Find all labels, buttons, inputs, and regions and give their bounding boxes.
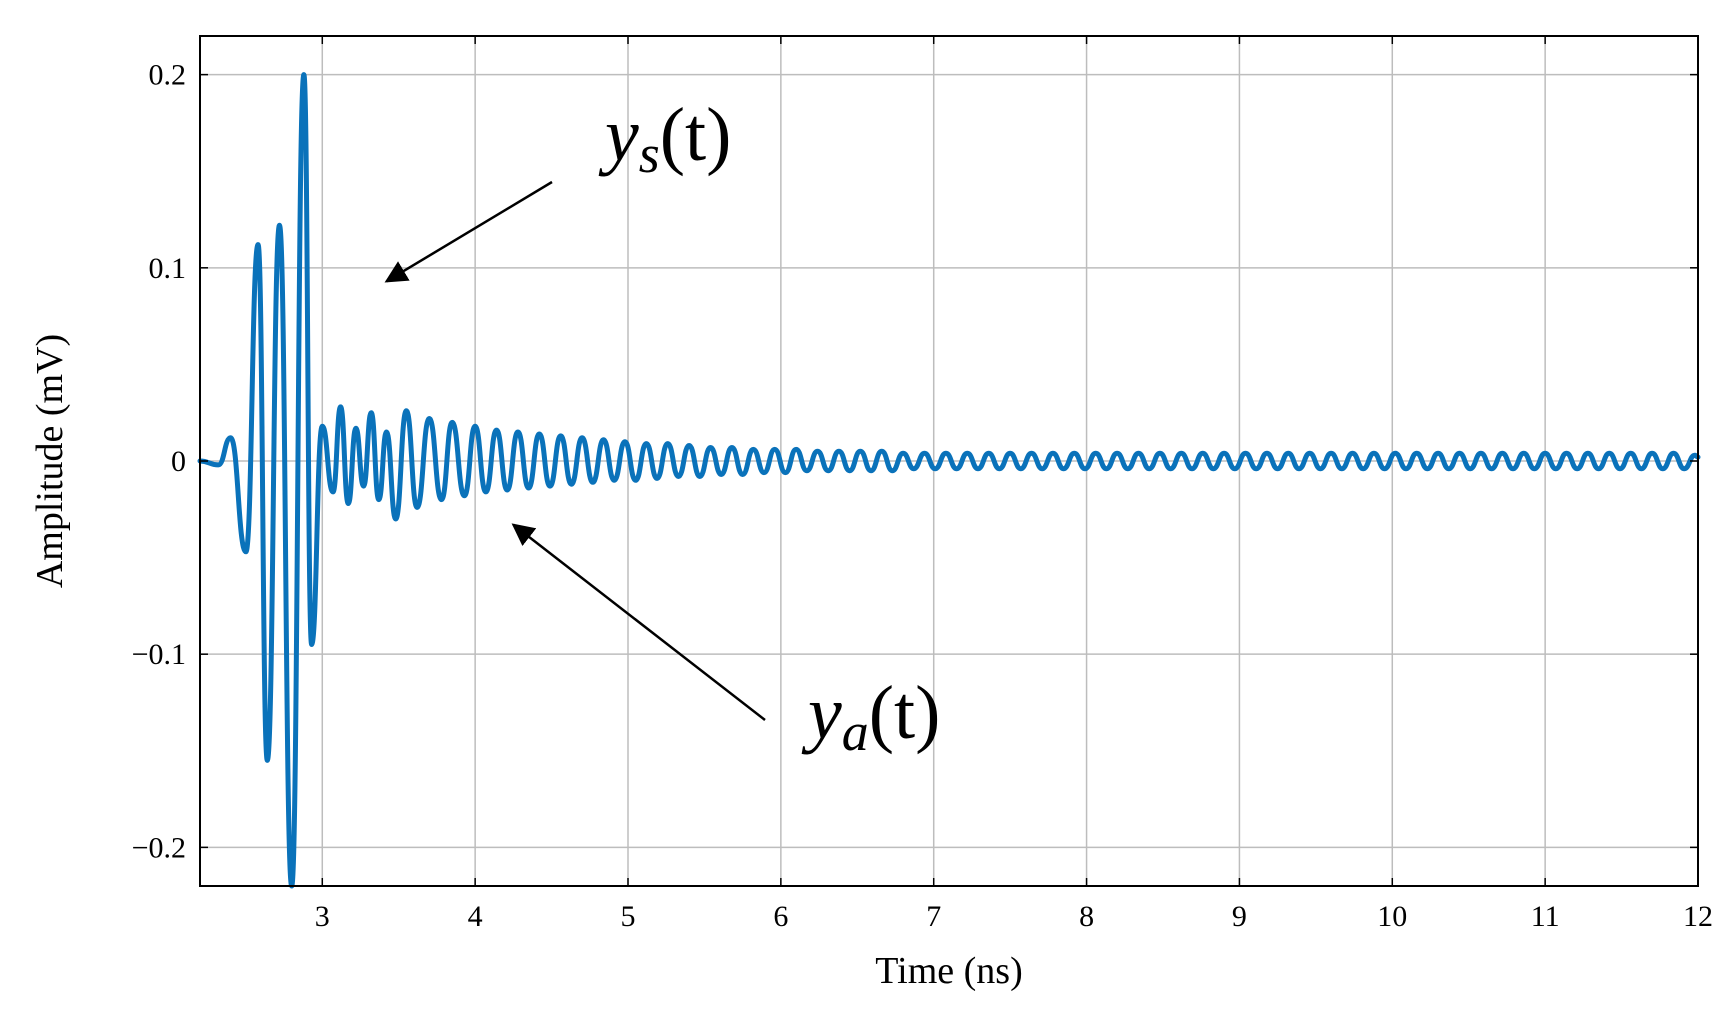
x-tick-label: 10 bbox=[1377, 900, 1407, 933]
y-tick-label: −0.2 bbox=[132, 831, 186, 864]
annotations: ys(t) ya(t) bbox=[384, 93, 940, 762]
annotation-arrow-ya bbox=[511, 523, 766, 721]
annotation-label-ys: ys(t) bbox=[598, 93, 731, 184]
y-axis-label: Amplitude (mV) bbox=[29, 334, 71, 588]
x-tick-label: 9 bbox=[1232, 900, 1247, 933]
y-tick-label: 0.1 bbox=[149, 252, 187, 285]
annotation-arrow-ys bbox=[384, 180, 553, 283]
x-tick-label: 6 bbox=[773, 900, 788, 933]
series-line-0 bbox=[197, 72, 1701, 889]
y-tick-label: −0.1 bbox=[132, 638, 186, 671]
x-tick-label: 5 bbox=[621, 900, 636, 933]
annotation-label-ya: ya(t) bbox=[801, 671, 940, 762]
y-tick-label: 0.2 bbox=[149, 59, 187, 92]
x-tick-label: 11 bbox=[1531, 900, 1560, 933]
y-axis: −0.2 −0.1 0 0.1 0.2 bbox=[132, 59, 1698, 864]
x-tick-label: 8 bbox=[1079, 900, 1094, 933]
x-tick-label: 7 bbox=[926, 900, 941, 933]
x-tick-label: 3 bbox=[315, 900, 330, 933]
x-axis: 3 4 5 6 7 8 9 10 11 12 bbox=[315, 36, 1713, 933]
x-tick-label: 12 bbox=[1683, 900, 1713, 933]
series-layer bbox=[197, 72, 1701, 889]
x-axis-label: Time (ns) bbox=[875, 950, 1022, 992]
y-tick-label: 0 bbox=[171, 445, 186, 478]
x-tick-label: 4 bbox=[468, 900, 483, 933]
